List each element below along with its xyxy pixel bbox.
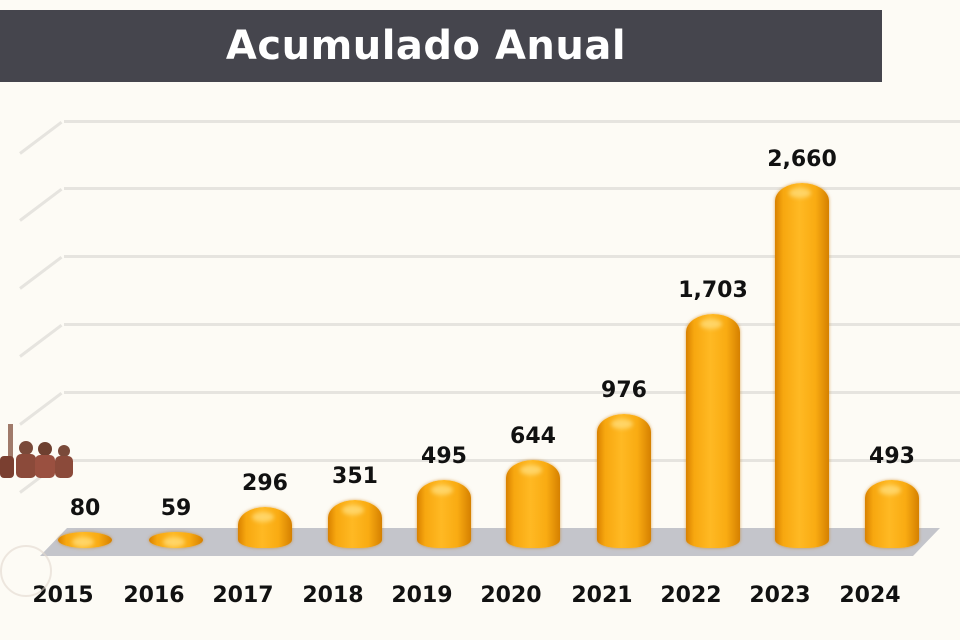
bar-2020 bbox=[506, 459, 560, 548]
x-axis-label: 2021 bbox=[571, 583, 633, 608]
x-axis-label: 2023 bbox=[749, 583, 811, 608]
gridline-perspective bbox=[19, 121, 63, 155]
gridline-perspective bbox=[19, 324, 63, 358]
value-label: 495 bbox=[421, 444, 467, 470]
value-label: 296 bbox=[242, 471, 288, 497]
gridline bbox=[64, 323, 960, 326]
value-label: 80 bbox=[69, 496, 101, 521]
x-axis-label: 2017 bbox=[212, 583, 274, 608]
x-axis-label: 2020 bbox=[480, 583, 542, 608]
value-label: 59 bbox=[160, 496, 192, 521]
chart-title-bar: Acumulado Anual bbox=[0, 10, 882, 82]
bar-2023 bbox=[775, 183, 829, 548]
gridline bbox=[64, 255, 960, 258]
value-label: 1,703 bbox=[678, 278, 748, 304]
gridline bbox=[64, 120, 960, 123]
bar-2018 bbox=[328, 499, 382, 548]
value-label: 493 bbox=[869, 444, 915, 470]
chart-title: Acumulado Anual bbox=[225, 23, 627, 69]
bar-2017 bbox=[238, 507, 292, 548]
bar-2019 bbox=[417, 480, 471, 548]
x-axis-label: 2018 bbox=[302, 583, 364, 608]
value-label: 2,660 bbox=[767, 147, 837, 172]
bar-2022 bbox=[686, 314, 740, 548]
value-label: 976 bbox=[601, 378, 647, 404]
decorative-people-illustration-icon bbox=[0, 424, 73, 478]
x-axis-label: 2019 bbox=[391, 583, 453, 608]
gridline bbox=[64, 459, 960, 462]
gridline-perspective bbox=[19, 256, 63, 290]
gridline bbox=[64, 187, 960, 190]
bar-2015 bbox=[58, 532, 112, 548]
gridline-perspective bbox=[19, 188, 63, 222]
x-axis-label: 2016 bbox=[123, 583, 185, 608]
bar-2016 bbox=[149, 532, 203, 548]
x-axis-label: 2024 bbox=[839, 583, 901, 608]
value-label: 351 bbox=[332, 463, 378, 489]
decorative-seal-icon bbox=[0, 545, 52, 597]
bar-2024 bbox=[865, 480, 919, 548]
bar-2021 bbox=[597, 414, 651, 548]
gridline bbox=[64, 391, 960, 394]
x-axis-label: 2022 bbox=[660, 583, 722, 608]
value-label: 644 bbox=[510, 423, 556, 449]
